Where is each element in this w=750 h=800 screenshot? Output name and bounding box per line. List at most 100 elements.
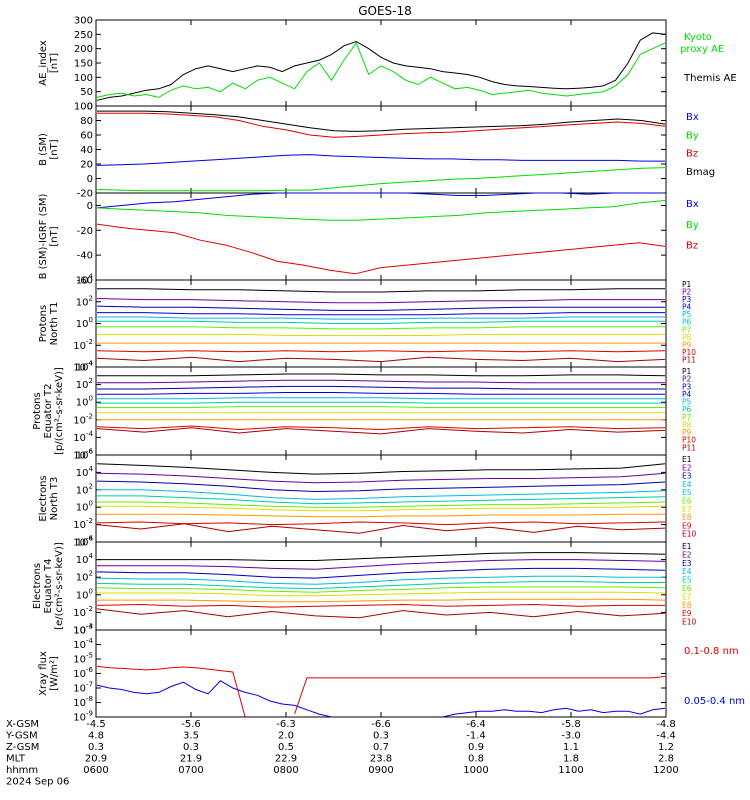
- x-axis-table: X-GSM -4.5 -5.6 -6.3 -6.6 -6.4 -5.8 -4.8 Y-GSM 4.…: [5, 719, 679, 788]
- series-line-e8: [97, 513, 665, 518]
- panel-ae: 0 50 100 150 200 250 300 AE_index[nT] Kyoto proxy…: [38, 16, 737, 113]
- y-tick-label: 100: [74, 73, 93, 84]
- series-line-e10: [96, 523, 666, 534]
- series-line-e3: [96, 480, 666, 493]
- series-line-p10: [96, 425, 666, 431]
- series-line-e2: [97, 559, 666, 570]
- legend-e1: E1: [682, 455, 692, 464]
- series-line-p6: [97, 401, 665, 404]
- y-axis-title: B (SM)-IGRF (SM)[nT]: [38, 194, 60, 280]
- series-line-e2: [96, 472, 666, 484]
- x-row-label-y-gsm: Y-GSM: [5, 731, 38, 742]
- x-row-value: 0.3: [183, 742, 199, 753]
- y-axis-title: AE_index[nT]: [38, 40, 60, 86]
- legend-p3: P3: [682, 295, 692, 304]
- y-tick-label: 104: [76, 360, 94, 374]
- x-row-value: -4.5: [86, 719, 106, 730]
- series-line-p4: [97, 312, 665, 316]
- series-line-e4: [97, 489, 666, 500]
- y-tick-label: 10-4: [73, 430, 93, 444]
- y-tick-label: 106: [76, 448, 94, 462]
- x-row-value: 0700: [178, 765, 203, 776]
- y-tick-label: 10-5: [73, 652, 93, 666]
- legend-p1: P1: [682, 367, 692, 376]
- series-line-e3: [96, 567, 666, 579]
- legend-by: By: [686, 220, 699, 231]
- legend-kyoto-proxy-ae: Kyoto proxy AE: [680, 32, 724, 55]
- series-line-e1: [96, 463, 666, 475]
- y-tick-label: 10-2: [73, 517, 93, 531]
- y-tick-label: 150: [74, 59, 93, 70]
- series-line-bz: [97, 112, 666, 138]
- legend-e6: E6: [682, 584, 692, 593]
- y-tick-label: -20: [77, 226, 93, 237]
- x-row-label-mlt: MLT: [6, 754, 26, 765]
- y-tick-label: 100: [76, 500, 93, 514]
- y-tick-label: 20: [80, 160, 93, 171]
- x-row-value: 0800: [273, 765, 298, 776]
- legend-e9: E9: [682, 609, 692, 618]
- series-line-0-05-0-4-nm: [96, 680, 666, 718]
- x-row-label-hhmm: hhmm: [6, 765, 38, 776]
- x-row-value: 2.8: [658, 754, 674, 765]
- y-tick-label: 50: [80, 87, 93, 98]
- series-line-p6: [97, 320, 665, 324]
- x-row-value: 1200: [653, 765, 678, 776]
- series-line-themis-ae: [96, 32, 666, 101]
- y-tick-label: 10-8: [73, 695, 93, 709]
- legend-e7: E7: [682, 592, 692, 601]
- y-tick-label: -20: [77, 189, 93, 200]
- x-row-value: 1.1: [563, 742, 579, 753]
- series-line-e8: [97, 598, 666, 603]
- series-line-e4: [96, 575, 665, 585]
- series-line-p3: [96, 305, 665, 311]
- legend-e10: E10: [682, 530, 697, 539]
- panel-frame: [95, 19, 667, 107]
- legend-e3: E3: [682, 559, 692, 568]
- legend-e10: E10: [682, 618, 697, 627]
- y-axis-title: ProtonsEquator T2[p/(cm²-s-sr-keV)]: [32, 367, 65, 455]
- x-row-label-z-gsm: Z-GSM: [6, 742, 39, 753]
- legend-e8: E8: [682, 513, 692, 522]
- legend-p5: P5: [682, 398, 692, 407]
- series-line-p11: [96, 427, 666, 435]
- series-line-bmag: [97, 110, 666, 132]
- legend-bz: Bz: [686, 241, 698, 252]
- y-tick-label: 106: [76, 535, 94, 549]
- y-tick-label: 300: [74, 16, 93, 27]
- series-line-e9: [96, 603, 665, 608]
- y-axis-title: ElectronsNorth T3: [38, 475, 60, 521]
- y-tick-label: 102: [76, 482, 93, 496]
- legend-e6: E6: [682, 497, 692, 506]
- x-row-value: 1000: [463, 765, 488, 776]
- legend-p3: P3: [682, 382, 692, 391]
- x-row-value: -6.4: [466, 719, 486, 730]
- legend-e1: E1: [682, 542, 692, 551]
- x-row-value: -1.4: [466, 731, 486, 742]
- legend-p11: P11: [682, 443, 696, 452]
- y-tick-label: 102: [76, 570, 93, 584]
- x-row-label-x-gsm: X-GSM: [6, 719, 39, 730]
- x-row-value: -4.4: [656, 731, 676, 742]
- y-tick-label: 100: [76, 316, 93, 330]
- x-row-value: 1.2: [658, 742, 674, 753]
- legend-bx: Bx: [686, 199, 699, 210]
- legend-p10: P10: [682, 348, 696, 357]
- legend-themis-ae: Themis AE: [683, 73, 737, 84]
- series-line-e6: [97, 501, 666, 508]
- legend-e2: E2: [682, 550, 692, 559]
- legend-p6: P6: [682, 318, 692, 327]
- legend-e9: E9: [682, 521, 692, 530]
- series-line-e7: [97, 505, 666, 512]
- series-line-e6: [96, 586, 666, 593]
- series-line-bx: [96, 154, 665, 166]
- panel-bsm: -20 0 20 40 60 80 100 B (SM)[nT] Bx By Bz Bmag: [38, 102, 715, 200]
- legend-bz: Bz: [686, 149, 698, 160]
- series-line-p5: [97, 316, 665, 320]
- legend-0-05-0-4-nm: 0.05-0.4 nm: [684, 696, 745, 707]
- series-line-0-1-0-8-nm: [96, 665, 666, 718]
- legend-p4: P4: [682, 390, 692, 399]
